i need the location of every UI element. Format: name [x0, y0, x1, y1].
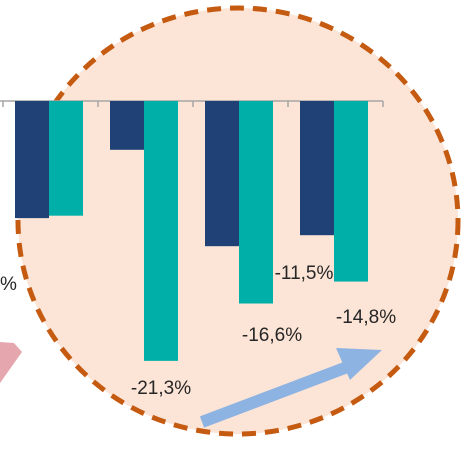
bar-series-2-cat-4	[334, 101, 368, 282]
data-label: -16,6%	[242, 325, 302, 346]
data-label: -14,8%	[336, 307, 396, 328]
bar-series-1-cat-3	[205, 101, 239, 247]
chart-bars-layer	[15, 101, 368, 361]
partial-arrow	[0, 342, 22, 383]
data-label: -11,5%	[275, 263, 334, 284]
chart-annotations-layer	[0, 342, 382, 428]
bar-series-2-cat-3	[239, 101, 273, 304]
bar-series-2-cat-1	[49, 101, 83, 216]
trend-arrow-head	[336, 348, 382, 380]
bar-series-2-cat-2	[144, 101, 178, 361]
bar-series-1-cat-2	[110, 101, 144, 150]
trend-arrow-shaft	[199, 360, 353, 428]
bar-series-1-cat-4	[300, 101, 334, 236]
data-label: %	[0, 274, 17, 295]
bar-series-1-cat-1	[15, 101, 49, 219]
chart-labels-layer: -11,5% -21,3% -16,6% -14,8%%	[0, 263, 396, 399]
data-label: -21,3%	[131, 378, 191, 399]
